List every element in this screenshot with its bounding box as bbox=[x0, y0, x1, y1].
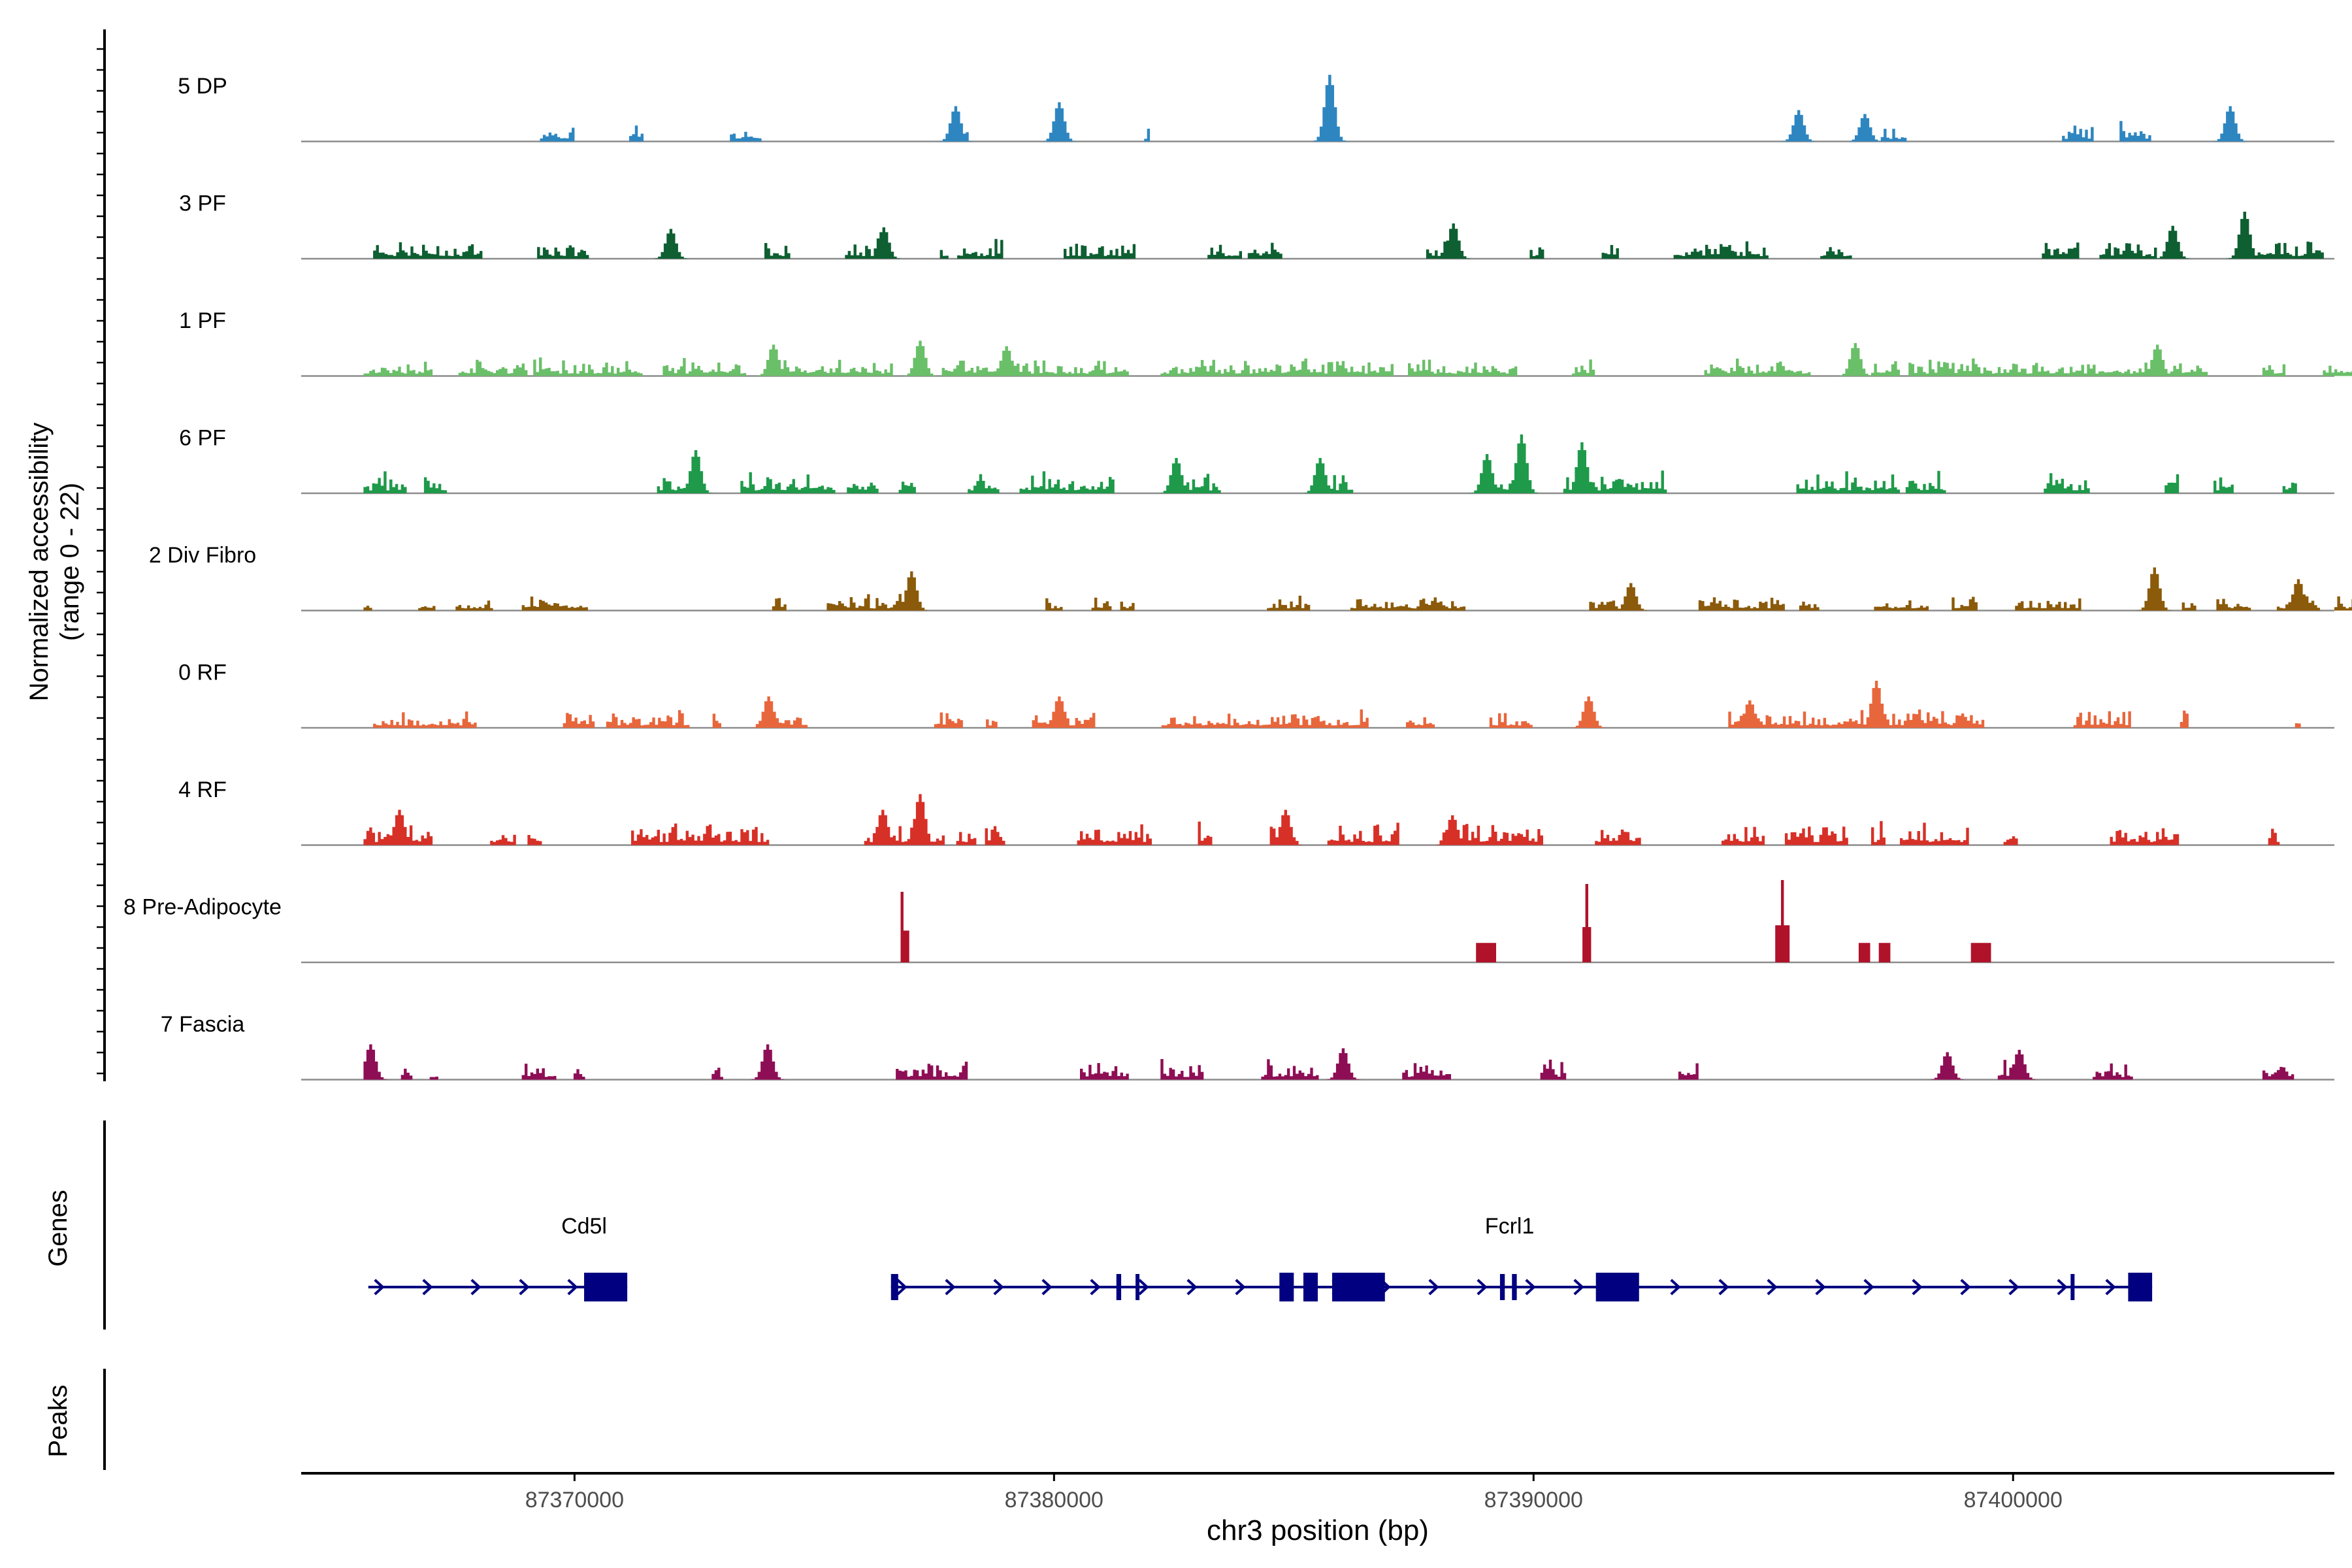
coverage-area bbox=[363, 434, 2352, 493]
strand-arrow bbox=[1912, 1279, 1923, 1296]
exon bbox=[1135, 1274, 1140, 1300]
strand-arrow bbox=[1090, 1279, 1101, 1296]
genes-track-label: Genes bbox=[44, 1190, 73, 1267]
strand-arrow bbox=[1477, 1279, 1488, 1296]
peaks-track-label: Peaks bbox=[44, 1384, 73, 1457]
gene-label: Cd5l bbox=[561, 1214, 607, 1239]
exon bbox=[1332, 1273, 1385, 1301]
exon bbox=[2128, 1273, 2153, 1301]
track-7-fascia: 7 Fascia bbox=[161, 1012, 2334, 1081]
x-tick-label: 87370000 bbox=[525, 1488, 624, 1512]
exon bbox=[584, 1273, 628, 1301]
exon bbox=[1116, 1274, 1122, 1300]
coverage-area bbox=[363, 794, 2352, 845]
strand-arrow bbox=[1138, 1279, 1149, 1296]
exon bbox=[1279, 1273, 1294, 1301]
accessibility-y-axis bbox=[97, 29, 106, 1081]
x-tick-label: 87400000 bbox=[1964, 1488, 2063, 1512]
exon bbox=[1512, 1274, 1517, 1300]
track-1-pf: 1 PF bbox=[179, 308, 2352, 377]
coverage-area bbox=[363, 567, 2352, 611]
coverage-area bbox=[363, 1044, 2295, 1080]
track-label: 2 Div Fibro bbox=[149, 543, 256, 568]
strand-arrow bbox=[2057, 1279, 2068, 1296]
strand-arrow bbox=[1960, 1279, 1971, 1296]
exon bbox=[890, 1274, 898, 1300]
exon bbox=[2070, 1274, 2075, 1300]
strand-arrow bbox=[1235, 1279, 1246, 1296]
gene-track: Cd5l Fcrl1 bbox=[368, 1214, 2153, 1301]
strand-arrow bbox=[1767, 1279, 1778, 1296]
gene-fcrl1: Fcrl1 bbox=[890, 1214, 2153, 1301]
y-axis-sublabel: (range 0 - 22) bbox=[56, 483, 84, 641]
strand-arrow bbox=[1525, 1279, 1536, 1296]
track-label: 1 PF bbox=[179, 308, 226, 333]
track-label: 8 Pre-Adipocyte bbox=[123, 895, 282, 920]
track-label: 3 PF bbox=[179, 191, 226, 216]
strand-arrow bbox=[896, 1279, 907, 1296]
gene-label: Fcrl1 bbox=[1485, 1214, 1535, 1239]
x-tick-label: 87390000 bbox=[1484, 1488, 1583, 1512]
track-label: 4 RF bbox=[178, 777, 227, 802]
strand-arrow bbox=[2105, 1279, 2116, 1296]
track-label: 5 DP bbox=[178, 74, 227, 99]
track-label: 7 Fascia bbox=[161, 1012, 245, 1037]
accessibility-tracks: 5 DP 3 PF 1 PF 6 PF 2 Div Fibro 0 RF 4 RF 8 Pre… bbox=[123, 74, 2352, 1081]
strand-arrow bbox=[519, 1279, 530, 1296]
coverage-area bbox=[373, 681, 2352, 728]
strand-arrow bbox=[1428, 1279, 1439, 1296]
strand-arrow bbox=[1718, 1279, 1729, 1296]
strand-arrow bbox=[470, 1279, 482, 1296]
strand-arrow bbox=[1863, 1279, 1874, 1296]
strand-arrow bbox=[2008, 1279, 2019, 1296]
track-8-pre-adipocyte: 8 Pre-Adipocyte bbox=[123, 880, 2334, 964]
strand-arrow bbox=[374, 1279, 385, 1296]
track-6-pf: 6 PF bbox=[179, 426, 2352, 495]
strand-arrow bbox=[1186, 1279, 1198, 1296]
exon bbox=[1595, 1273, 1639, 1301]
strand-arrow bbox=[422, 1279, 433, 1296]
coverage-area bbox=[459, 74, 2352, 142]
strand-arrow bbox=[567, 1279, 578, 1296]
y-axis-label: Normalized accessibility bbox=[25, 423, 54, 702]
strand-arrow bbox=[1041, 1279, 1053, 1296]
track-label: 0 RF bbox=[178, 661, 227, 685]
strand-arrow bbox=[1573, 1279, 1584, 1296]
gene-cd5l: Cd5l bbox=[368, 1214, 628, 1301]
strand-arrow bbox=[1670, 1279, 1681, 1296]
exon bbox=[1303, 1273, 1318, 1301]
coverage-area bbox=[373, 212, 2352, 259]
x-axis-label: chr3 position (bp) bbox=[1207, 1514, 1429, 1546]
x-axis-ticks: 87370000 87380000 87390000 87400000 bbox=[525, 1473, 2063, 1512]
strand-arrow bbox=[945, 1279, 956, 1296]
track-0-rf: 0 RF bbox=[178, 661, 2352, 729]
track-3-pf: 3 PF bbox=[179, 191, 2352, 260]
strand-arrow bbox=[993, 1279, 1004, 1296]
track-2-div-fibro: 2 Div Fibro bbox=[149, 543, 2352, 612]
strand-arrow bbox=[1815, 1279, 1826, 1296]
x-tick-label: 87380000 bbox=[1005, 1488, 1103, 1512]
coverage-area bbox=[363, 340, 2352, 376]
track-5-dp: 5 DP bbox=[178, 74, 2352, 142]
track-4-rf: 4 RF bbox=[178, 777, 2352, 846]
coverage-area bbox=[900, 880, 2003, 962]
track-label: 6 PF bbox=[179, 426, 226, 451]
exon bbox=[1499, 1274, 1505, 1300]
